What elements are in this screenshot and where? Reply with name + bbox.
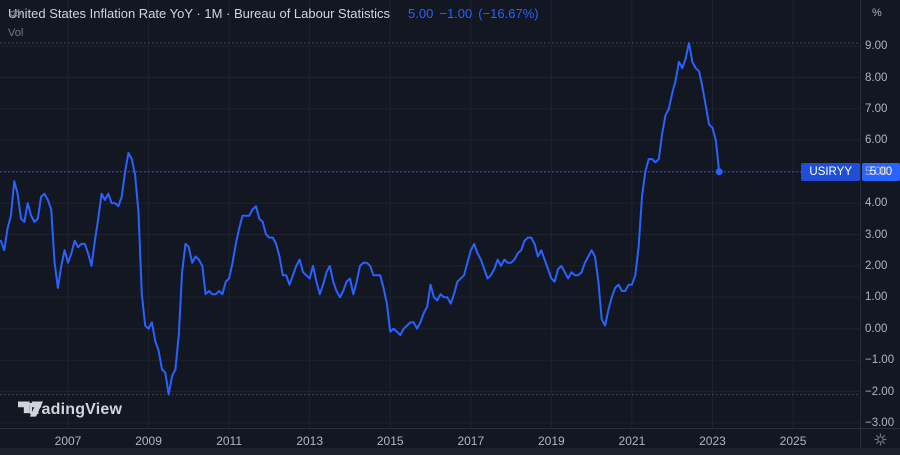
inflation-line-chart — [0, 0, 860, 428]
time-tick-label: 2021 — [618, 434, 646, 448]
price-line-symbol-label: USIRYY — [801, 162, 860, 181]
price-tick-label: −3.00 — [865, 416, 895, 429]
axis-corner — [860, 428, 900, 455]
grid-layer — [0, 0, 860, 428]
price-tick-label: 9.00 — [865, 40, 888, 53]
tradingview-logo-text: TradingView — [26, 401, 123, 418]
price-tick-label: −2.00 — [865, 385, 895, 398]
time-tick-label: 2025 — [779, 434, 807, 448]
price-change-percent: (−16.67%) — [478, 6, 539, 21]
last-price-value: 5.00 — [408, 6, 434, 21]
time-tick-label: 2009 — [135, 434, 162, 448]
time-tick-label: 2019 — [538, 434, 565, 448]
price-change-value: −1.00 — [439, 6, 473, 21]
tradingview-logo[interactable]: TradingView — [18, 401, 122, 419]
tradingview-logo-icon — [18, 401, 43, 417]
price-tick-label: 7.00 — [865, 102, 888, 115]
time-tick-label: 2017 — [457, 434, 485, 448]
price-tick-label: 5.00 — [865, 165, 888, 178]
settings-gear-icon[interactable] — [873, 432, 888, 447]
last-price-axis-label: 5.00 — [862, 162, 900, 181]
volume-row: Vol — [8, 8, 539, 39]
time-tick-label: 2007 — [54, 434, 82, 448]
price-scale[interactable]: % 5.00 9.00 8.00 7.00 6.00 5.00 4.00 3.00 2.00 1… — [860, 0, 900, 429]
time-tick-label: 2023 — [699, 434, 726, 448]
price-tick-label: 8.00 — [865, 71, 888, 84]
price-scale-unit: % — [872, 7, 882, 19]
time-tick-label: 2011 — [216, 434, 243, 448]
volume-label: Vol — [8, 27, 24, 39]
legend-values: 5.00 −1.00 (−16.67%) — [402, 6, 539, 22]
time-tick-label: 2015 — [376, 434, 404, 448]
chart-legend: United States Inflation Rate YoY · 1M · … — [8, 6, 539, 39]
price-tick-label: 1.00 — [865, 291, 888, 304]
price-tick-label: −1.00 — [865, 354, 895, 367]
time-scale[interactable]: 2007 2009 2011 2013 2015 2017 2019 2021 2023 2025 — [0, 428, 900, 455]
window-bottom-edge — [0, 448, 900, 455]
price-tick-label: 4.00 — [865, 197, 888, 210]
price-tick-label: 0.00 — [865, 322, 888, 335]
legend-main-row: United States Inflation Rate YoY · 1M · … — [8, 6, 539, 22]
price-tick-label: 2.00 — [865, 259, 888, 272]
symbol-title[interactable]: United States Inflation Rate YoY · 1M · … — [8, 6, 391, 21]
price-tick-label: 3.00 — [865, 228, 888, 241]
chart-plot-area[interactable]: United States Inflation Rate YoY · 1M · … — [0, 0, 860, 428]
last-point-marker — [715, 168, 723, 176]
price-tick-label: 6.00 — [865, 134, 888, 147]
series-line — [0, 42, 721, 396]
time-tick-label: 2013 — [296, 434, 324, 448]
